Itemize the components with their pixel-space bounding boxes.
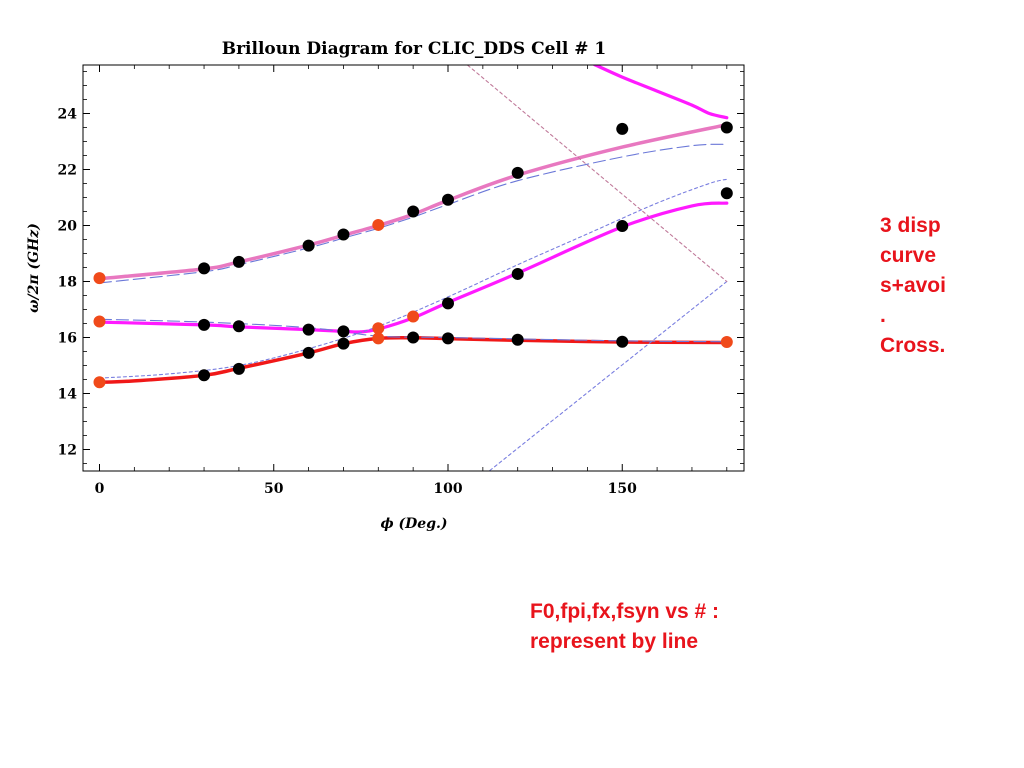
curve-dotted_blue-7 xyxy=(489,280,728,471)
data-point-black-20 xyxy=(337,337,350,350)
data-point-black-14 xyxy=(511,267,524,280)
curve-dotted_blue-6 xyxy=(98,178,728,379)
x-tick-label-50: 50 xyxy=(264,481,284,497)
data-point-orange-4 xyxy=(407,310,420,323)
data-point-black-11 xyxy=(302,323,315,336)
data-point-black-7 xyxy=(616,122,629,135)
x-tick-label-100: 100 xyxy=(433,481,462,497)
data-point-black-6 xyxy=(511,166,524,179)
curve-red-2 xyxy=(97,335,729,385)
y-tick-label-22: 22 xyxy=(58,163,77,179)
data-point-black-0 xyxy=(198,262,211,275)
data-point-black-17 xyxy=(198,369,211,382)
plot-frame xyxy=(82,64,745,472)
data-point-black-4 xyxy=(407,205,420,218)
y-tick-label-12: 12 xyxy=(58,443,77,459)
data-point-black-22 xyxy=(442,332,454,345)
data-point-black-5 xyxy=(442,193,454,206)
curve-pink-0 xyxy=(97,122,729,281)
points-layer xyxy=(93,121,733,389)
axes-layer: 0 50 100 150 12 14 16 18 20 22 24 xyxy=(58,65,744,497)
data-point-black-19 xyxy=(302,346,315,359)
data-point-black-8 xyxy=(720,121,733,134)
data-point-black-13 xyxy=(442,297,454,310)
data-point-orange-5 xyxy=(93,376,106,389)
data-point-black-3 xyxy=(337,228,350,241)
annotation-right: 3 disp curve s+avoi . Cross. xyxy=(880,214,946,357)
data-point-orange-0 xyxy=(93,272,106,285)
y-axis-label: ω/2π (GHz) xyxy=(26,223,42,313)
data-point-orange-6 xyxy=(372,332,385,345)
data-point-black-12 xyxy=(337,325,350,338)
data-point-orange-1 xyxy=(372,218,385,231)
y-tick-label-18: 18 xyxy=(58,275,77,291)
y-tick-label-14: 14 xyxy=(58,387,78,403)
data-point-black-1 xyxy=(232,255,245,268)
curve-dotted_rose-8 xyxy=(466,65,728,283)
data-point-orange-7 xyxy=(720,335,733,348)
data-point-black-16 xyxy=(720,187,733,200)
data-point-black-23 xyxy=(511,333,524,346)
curve-dashed_blue-4 xyxy=(98,143,728,284)
y-tick-label-24: 24 xyxy=(58,107,78,123)
data-point-black-10 xyxy=(232,320,245,333)
data-point-black-24 xyxy=(616,335,629,348)
y-tick-label-20: 20 xyxy=(58,219,78,235)
data-point-black-18 xyxy=(232,362,245,375)
y-tick-label-16: 16 xyxy=(58,331,77,347)
chart-title: Brilloun Diagram for CLIC_DDS Cell # 1 xyxy=(222,39,607,59)
curve-magenta-3 xyxy=(592,65,729,120)
annotation-bottom: F0,fpi,fx,fsyn vs # : represent by line xyxy=(530,600,720,653)
data-point-orange-2 xyxy=(93,315,106,328)
data-point-black-21 xyxy=(407,331,420,344)
data-point-black-9 xyxy=(198,318,211,331)
x-tick-label-0: 0 xyxy=(95,481,105,497)
x-axis-label: ϕ (Deg.) xyxy=(380,516,447,532)
x-tick-label-150: 150 xyxy=(608,481,637,497)
data-point-black-2 xyxy=(302,239,315,252)
curves-layer xyxy=(97,65,729,471)
data-point-orange-3 xyxy=(372,322,385,335)
data-point-black-15 xyxy=(616,220,629,233)
